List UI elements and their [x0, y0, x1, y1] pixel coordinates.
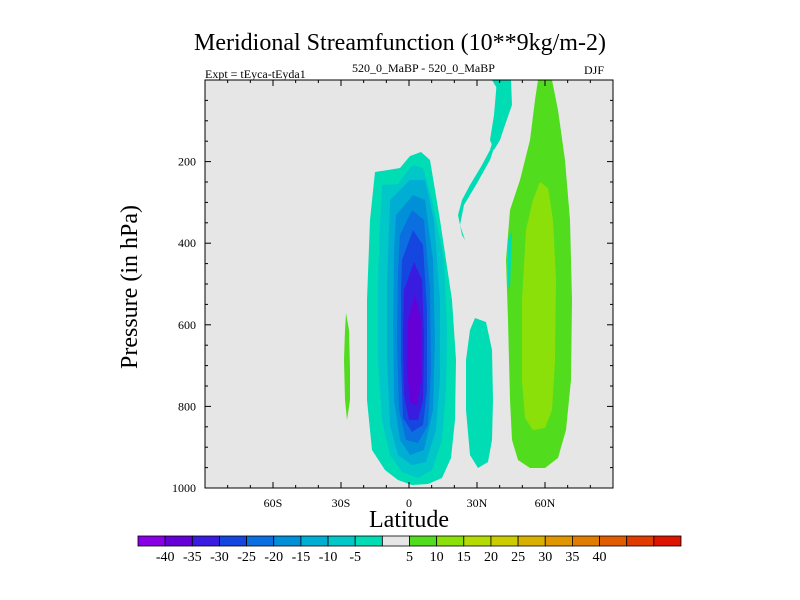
chart-title: Meridional Streamfunction (10**9kg/m-2): [194, 30, 606, 56]
contour-neg-band-30n-edge: [490, 80, 512, 150]
x-axis-label: Latitude: [369, 507, 449, 533]
colorbar-swatch: [409, 535, 438, 547]
colorbar-swatch: [354, 535, 383, 547]
axis-tick-labels: 60S 30S 0 30N 60N 200 400 600 800 1000: [172, 155, 556, 510]
colorbar-label: -25: [237, 550, 256, 565]
colorbar-label: 10: [430, 550, 444, 565]
colorbar-label: -10: [319, 550, 338, 565]
colorbar-swatch: [517, 535, 546, 547]
contour-neg-band-30n-lower: [466, 318, 493, 468]
contour-neg-level-40: [407, 295, 421, 405]
contour-neg-tongue-50n: [508, 230, 512, 290]
colorbar-label: 15: [457, 550, 471, 565]
y-tick-label: 200: [178, 155, 196, 169]
colorbar-label: -40: [156, 550, 175, 565]
colorbar: [137, 535, 682, 547]
colorbar-label: 25: [511, 550, 525, 565]
colorbar-swatch: [246, 535, 275, 547]
comparison-label: 520_0_MaBP - 520_0_MaBP: [352, 61, 495, 75]
colorbar-label: -35: [183, 550, 202, 565]
colorbar-label: -30: [210, 550, 229, 565]
colorbar-label: 5: [406, 550, 413, 565]
colorbar-swatch: [381, 535, 410, 547]
colorbar-swatch: [300, 535, 329, 547]
colorbar-label: -20: [264, 550, 283, 565]
y-tick-label: 1000: [172, 481, 196, 495]
y-tick-label: 800: [178, 399, 196, 413]
colorbar-label: 35: [565, 550, 579, 565]
x-tick-label: 30N: [467, 496, 488, 510]
colorbar-swatch: [572, 535, 600, 547]
contour-positive-patch-30s: [344, 313, 350, 420]
colorbar-swatch: [626, 535, 655, 547]
colorbar-swatch: [219, 535, 247, 547]
colorbar-labels: -40 -35 -30 -25 -20 -15 -10 -5 5 10 15 20 25 30 35 40: [156, 550, 607, 565]
colorbar-label: -15: [292, 550, 311, 565]
contour-fills: [344, 80, 572, 485]
colorbar-swatch: [191, 535, 220, 547]
x-tick-label: 30S: [332, 496, 351, 510]
colorbar-label: -5: [349, 550, 361, 565]
colorbar-swatch: [137, 535, 166, 547]
experiment-label: Expt = tEyca-tEyda1: [205, 67, 306, 81]
axis-ticks: [204, 79, 614, 489]
colorbar-label: 20: [484, 550, 498, 565]
y-axis-label: Pressure (in hPa): [117, 205, 143, 369]
colorbar-swatch: [327, 535, 356, 547]
colorbar-swatch: [544, 535, 573, 547]
colorbar-label: 30: [538, 550, 552, 565]
season-label: DJF: [584, 63, 605, 77]
colorbar-swatch: [599, 535, 628, 547]
x-tick-label: 60N: [535, 496, 556, 510]
x-tick-label: 0: [406, 496, 412, 510]
contour-pos-level-10: [522, 182, 556, 430]
y-tick-label: 600: [178, 318, 196, 332]
colorbar-label: 40: [593, 550, 607, 565]
colorbar-swatch: [463, 535, 492, 547]
y-tick-label: 400: [178, 236, 196, 250]
colorbar-swatch: [273, 535, 302, 547]
colorbar-swatch: [653, 535, 682, 547]
x-tick-label: 60S: [264, 496, 283, 510]
colorbar-swatch: [164, 535, 193, 547]
colorbar-swatch: [436, 535, 465, 547]
colorbar-swatch: [490, 535, 519, 547]
